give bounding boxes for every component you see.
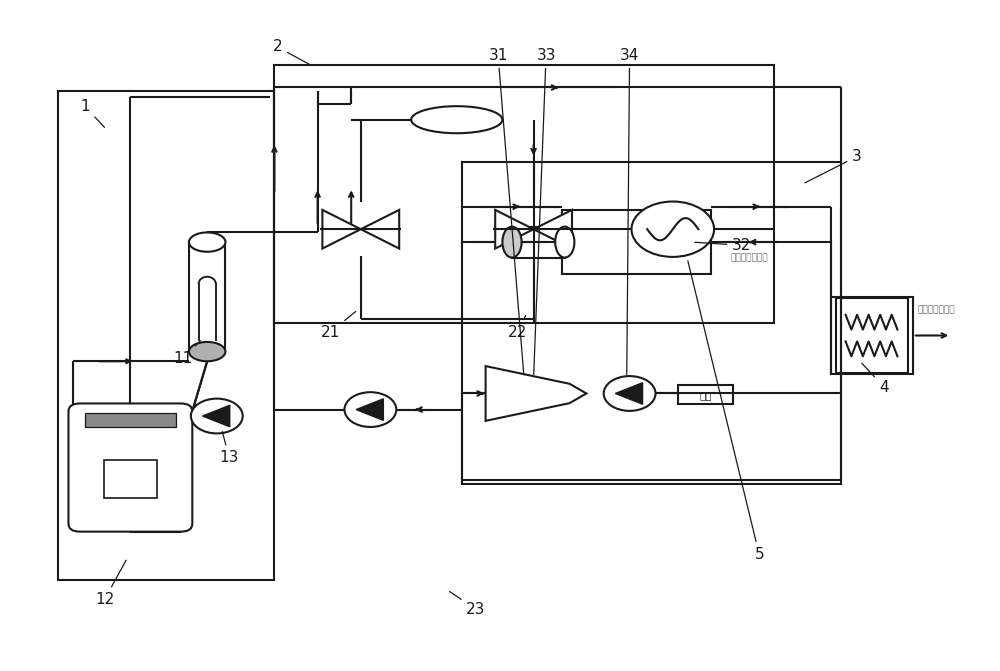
Polygon shape	[486, 366, 586, 421]
Ellipse shape	[189, 232, 225, 252]
Circle shape	[344, 392, 396, 427]
Ellipse shape	[411, 106, 502, 134]
Bar	[189, 242, 225, 352]
Polygon shape	[495, 210, 534, 248]
Text: 12: 12	[95, 560, 126, 607]
Polygon shape	[356, 399, 383, 420]
Ellipse shape	[189, 342, 225, 361]
Bar	[562, 210, 711, 274]
Text: 5: 5	[688, 261, 764, 562]
Polygon shape	[322, 210, 361, 248]
Text: 22: 22	[508, 315, 527, 340]
Bar	[274, 65, 774, 323]
Text: 23: 23	[450, 592, 486, 617]
Bar	[831, 297, 913, 374]
Text: 4: 4	[862, 363, 889, 395]
Text: 34: 34	[620, 48, 639, 374]
Polygon shape	[534, 210, 572, 248]
Polygon shape	[203, 405, 230, 427]
Bar	[512, 227, 565, 258]
Text: 31: 31	[488, 48, 524, 374]
Text: 热网循环水回水: 热网循环水回水	[731, 254, 768, 263]
Bar	[85, 413, 176, 427]
Text: 3: 3	[805, 149, 862, 183]
Text: 热网循环水供水: 热网循环水供水	[918, 305, 955, 314]
Circle shape	[191, 399, 243, 433]
Bar	[678, 385, 733, 405]
Text: 11: 11	[174, 341, 200, 366]
Text: 13: 13	[220, 431, 239, 466]
Bar	[836, 299, 908, 372]
Ellipse shape	[555, 227, 574, 258]
Bar	[58, 91, 274, 580]
Text: 海水: 海水	[699, 390, 712, 400]
Bar	[104, 460, 157, 499]
Text: 33: 33	[534, 48, 556, 374]
FancyBboxPatch shape	[68, 403, 192, 531]
Text: 2: 2	[272, 40, 310, 65]
Ellipse shape	[502, 227, 522, 258]
Circle shape	[604, 376, 656, 411]
Text: 21: 21	[320, 311, 356, 340]
Polygon shape	[615, 382, 643, 404]
Text: 32: 32	[695, 238, 752, 253]
Circle shape	[632, 201, 714, 257]
Text: 1: 1	[80, 99, 105, 127]
Polygon shape	[361, 210, 399, 248]
Bar	[462, 162, 841, 484]
